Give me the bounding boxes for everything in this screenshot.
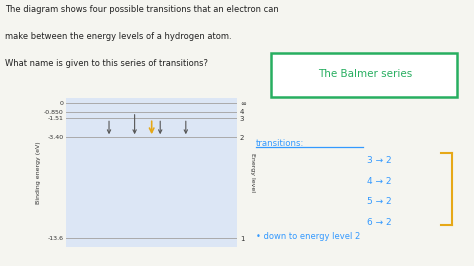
Text: 6 → 2: 6 → 2 [367, 218, 392, 227]
Text: • down to energy level 2: • down to energy level 2 [255, 232, 360, 241]
Text: make between the energy levels of a hydrogen atom.: make between the energy levels of a hydr… [5, 32, 231, 41]
Text: 4 → 2: 4 → 2 [367, 177, 392, 186]
Text: 5 → 2: 5 → 2 [367, 197, 392, 206]
Text: transitions:: transitions: [255, 139, 304, 148]
FancyBboxPatch shape [272, 53, 456, 97]
Text: 3 → 2: 3 → 2 [367, 156, 392, 165]
Y-axis label: Energy level: Energy level [250, 153, 255, 192]
Text: The diagram shows four possible transitions that an electron can: The diagram shows four possible transiti… [5, 5, 279, 14]
Text: What name is given to this series of transitions?: What name is given to this series of tra… [5, 59, 208, 68]
Text: The Balmer series: The Balmer series [318, 69, 412, 80]
Y-axis label: Binding energy (eV): Binding energy (eV) [36, 142, 41, 204]
